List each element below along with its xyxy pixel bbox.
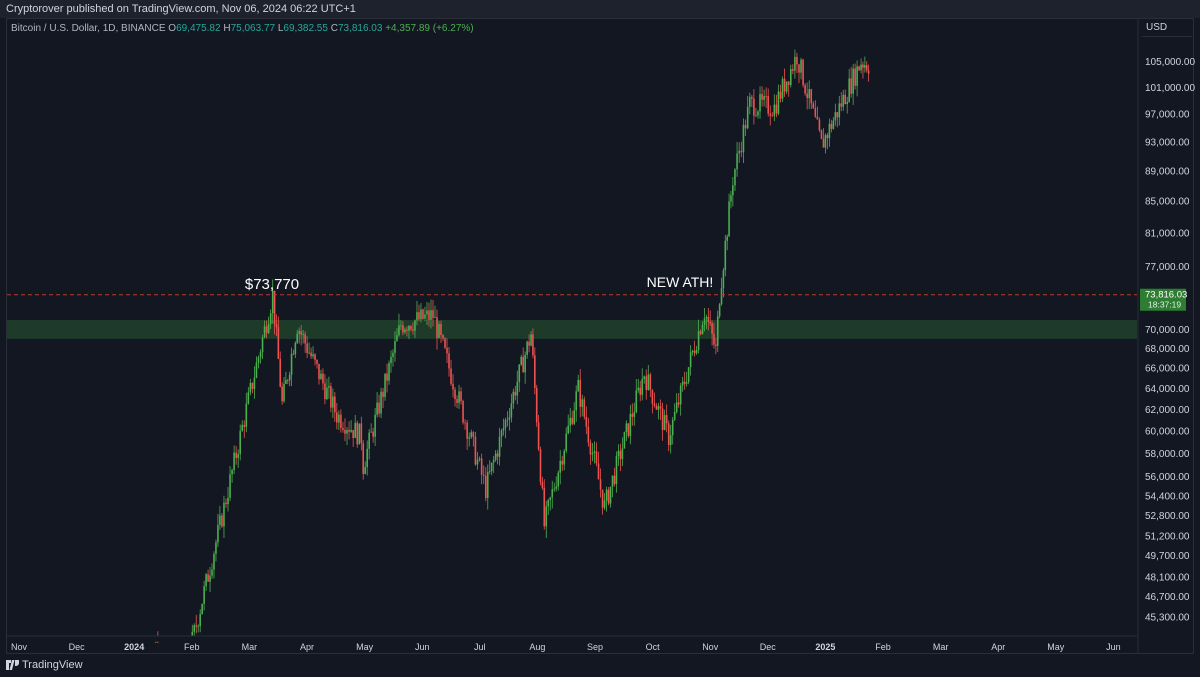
open-value: 69,475.82 — [176, 23, 221, 34]
close-label: C — [330, 23, 338, 34]
chart-frame — [6, 18, 1194, 654]
publisher-text: Cryptorover published on TradingView.com… — [6, 3, 356, 15]
change-value: +4,357.89 (+6.27%) — [385, 23, 474, 34]
publisher-header: Cryptorover published on TradingView.com… — [0, 0, 1200, 18]
tradingview-logo-icon — [6, 660, 19, 670]
high-label: H — [223, 23, 231, 34]
low-label: L — [277, 23, 284, 34]
open-label: O — [168, 23, 177, 34]
high-value: 75,063.77 — [230, 23, 276, 34]
low-value: 69,382.55 — [283, 23, 328, 34]
brand-name: TradingView — [22, 659, 83, 671]
currency-selector[interactable]: USD — [1142, 19, 1192, 37]
symbol-name: Bitcoin / U.S. Dollar, 1D, BINANCE — [11, 23, 166, 34]
symbol-legend: Bitcoin / U.S. Dollar, 1D, BINANCE O69,4… — [11, 23, 474, 34]
close-value: 73,816.03 — [337, 23, 383, 34]
footer: TradingView — [0, 655, 1200, 677]
